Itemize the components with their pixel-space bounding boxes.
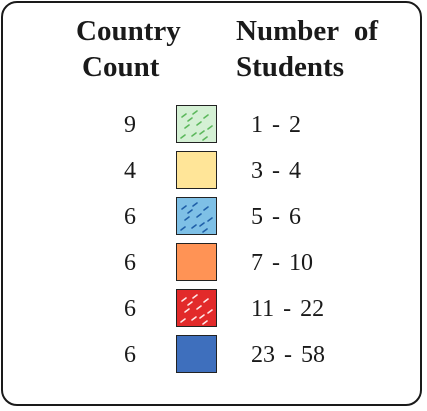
- student-range-label: 23 - 58: [251, 342, 325, 368]
- legend-row: 6 11 - 22: [0, 286, 427, 332]
- number-of-students-header: Number of Students: [236, 13, 406, 85]
- student-range-label: 3 - 4: [251, 158, 301, 184]
- country-count-value: 6: [124, 204, 136, 230]
- country-count-value: 4: [124, 158, 136, 184]
- country-count-header-line-1: Country: [76, 15, 181, 47]
- student-range-label: 7 - 10: [251, 250, 313, 276]
- country-count-value: 9: [124, 112, 136, 138]
- legend-swatch: [176, 289, 217, 327]
- legend-swatch: [176, 197, 217, 235]
- legend-row: 6 7 - 10: [0, 240, 427, 286]
- legend-row: 6 5 - 6: [0, 194, 427, 240]
- legend-row: 4 3 - 4: [0, 148, 427, 194]
- number-of-students-header-line-2: Students: [236, 51, 344, 83]
- legend-row: 6 23 - 58: [0, 332, 427, 378]
- legend-swatch: [176, 243, 217, 281]
- student-range-label: 5 - 6: [251, 204, 301, 230]
- legend-swatch: [176, 105, 217, 143]
- country-count-value: 6: [124, 342, 136, 368]
- country-count-header-line-2: Count: [82, 51, 160, 83]
- legend-row: 9 1 - 2: [0, 102, 427, 148]
- country-count-header: Country Count: [76, 13, 186, 85]
- legend-swatch: [176, 335, 217, 373]
- legend-swatch: [176, 151, 217, 189]
- country-count-value: 6: [124, 296, 136, 322]
- number-of-students-header-line-1: Number of: [236, 15, 378, 47]
- country-count-value: 6: [124, 250, 136, 276]
- student-range-label: 1 - 2: [251, 112, 301, 138]
- student-range-label: 11 - 22: [251, 296, 325, 322]
